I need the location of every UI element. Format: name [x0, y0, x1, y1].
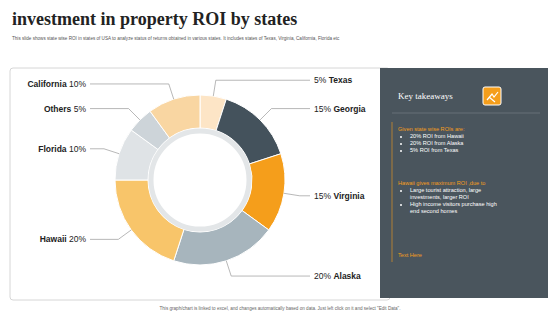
- category-label: Virginia: [333, 191, 364, 201]
- takeaway-intro: Hawaii gives maximum ROI ,due to: [398, 180, 498, 187]
- accent-line: [392, 122, 393, 262]
- leader-line: [90, 109, 140, 120]
- leader-line: [90, 230, 131, 239]
- canvas: investment in property ROI by states This…: [0, 0, 560, 315]
- bullet: 5% ROI from Texas: [410, 147, 498, 154]
- chart-panel: [10, 68, 390, 300]
- takeaway-intro: Given state wise ROIs are:: [398, 126, 498, 133]
- data-label: Florida 10%: [38, 144, 86, 154]
- placeholder-text: Text Here: [398, 252, 422, 258]
- bullet-list: Large tourist attraction, large investme…: [398, 187, 498, 215]
- takeaway-block: Given state wise ROIs are:20% ROI from H…: [398, 126, 498, 154]
- title: investment in property ROI by states: [12, 9, 297, 29]
- footer: This graph/chart is linked to excel, and…: [160, 306, 401, 311]
- subtitle: This slide shows state wise ROI in state…: [12, 36, 340, 41]
- takeaway-block: Hawaii gives maximum ROI ,due toLarge to…: [398, 180, 498, 215]
- bullet: High income visitors purchase high end s…: [410, 201, 498, 215]
- leader-line: [90, 149, 119, 154]
- category-label: Hawaii: [40, 234, 67, 244]
- data-label: 5% Texas: [314, 75, 352, 85]
- icon: [483, 87, 501, 105]
- value-label: 20%: [69, 234, 86, 244]
- category-label: Others: [44, 104, 72, 114]
- takeaways-panel: [380, 68, 548, 298]
- category-label: Florida: [38, 144, 67, 154]
- bullet: 20% ROI from Hawaii: [410, 133, 498, 140]
- takeaways-heading: Key takeaways: [398, 91, 453, 101]
- inner-ring: [151, 131, 249, 229]
- value-label: 5%: [314, 75, 327, 85]
- value-label: 20%: [314, 271, 331, 281]
- data-label: Hawaii 20%: [40, 234, 87, 244]
- value-label: 10%: [69, 79, 86, 89]
- icon-glyph: [487, 92, 498, 102]
- slice: [174, 211, 269, 265]
- data-labels: 5% Texas15% Georgia15% Virginia20% Alask…: [27, 75, 365, 281]
- leader-line: [260, 109, 310, 120]
- data-label: Others 5%: [44, 104, 87, 114]
- data-label: 15% Virginia: [314, 191, 365, 201]
- leader-line: [90, 84, 174, 99]
- donut: [115, 95, 285, 265]
- bullet: 20% ROI from Alaska: [410, 140, 498, 147]
- data-label: 20% Alaska: [314, 271, 361, 281]
- category-label: California: [27, 79, 66, 89]
- bullet: Large tourist attraction, large investme…: [410, 187, 498, 201]
- value-label: 15%: [314, 104, 331, 114]
- value-label: 15%: [314, 191, 331, 201]
- value-label: 10%: [69, 144, 86, 154]
- separator: [392, 113, 540, 114]
- category-label: Georgia: [333, 104, 365, 114]
- leader-line: [213, 80, 310, 96]
- data-label: 15% Georgia: [314, 104, 366, 114]
- category-label: Alaska: [333, 271, 361, 281]
- data-label: California 10%: [27, 79, 86, 89]
- leader-line: [226, 261, 310, 276]
- category-label: Texas: [329, 75, 353, 85]
- value-label: 5%: [74, 104, 87, 114]
- bullet-list: 20% ROI from Hawaii20% ROI from Alaska5%…: [398, 133, 498, 154]
- leader-line: [284, 193, 310, 196]
